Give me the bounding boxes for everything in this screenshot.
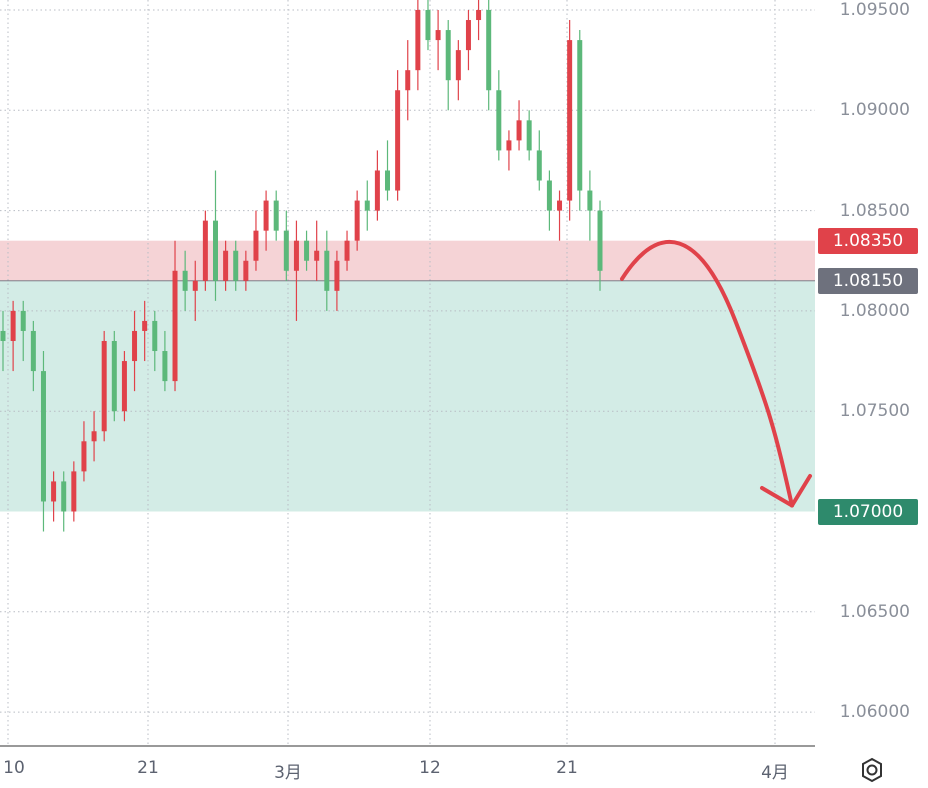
candle-body xyxy=(516,120,522,141)
candle-body xyxy=(182,270,188,291)
candle-body xyxy=(111,340,117,412)
y-tick-label: 1.06500 xyxy=(839,601,910,622)
candle-body xyxy=(20,310,26,331)
candle-body xyxy=(395,90,401,191)
y-tick-label: 1.06000 xyxy=(839,702,910,723)
candle-body xyxy=(526,120,532,151)
zone-target xyxy=(0,280,815,512)
x-tick-label: 4月 xyxy=(761,763,789,783)
candle-body xyxy=(364,200,370,211)
candle-body xyxy=(486,10,492,91)
candle-body xyxy=(465,20,471,51)
candle-body xyxy=(506,140,512,151)
candle-body xyxy=(61,481,67,512)
candle-body xyxy=(496,90,502,151)
zone-resistance xyxy=(0,240,815,281)
candle-body xyxy=(91,431,97,442)
candle-body xyxy=(283,230,289,271)
candle-body xyxy=(81,441,87,472)
y-tick-label: 1.09000 xyxy=(839,100,910,121)
candle-body xyxy=(263,200,269,231)
x-tick-label: 21 xyxy=(137,758,159,778)
candle-body xyxy=(212,220,218,281)
candle-body xyxy=(546,180,552,211)
candle-body xyxy=(293,240,299,271)
y-tick-label: 1.08000 xyxy=(839,300,910,321)
settings-icon[interactable] xyxy=(858,756,886,784)
candle-body xyxy=(415,10,421,71)
forecast-arrow-head xyxy=(760,474,812,508)
candle-body xyxy=(425,10,431,41)
candle-body xyxy=(10,310,16,341)
candle-body xyxy=(192,280,198,291)
x-tick-label: 10 xyxy=(3,758,25,778)
candle-body xyxy=(455,50,461,81)
candle-body xyxy=(577,40,583,191)
candle-body xyxy=(101,340,107,432)
candle-body xyxy=(324,250,330,291)
candle-body xyxy=(30,330,36,372)
candle-body xyxy=(597,210,603,271)
price-label: 1.08350 xyxy=(818,227,918,254)
x-tick-label: 12 xyxy=(419,758,441,778)
y-tick-label: 1.09500 xyxy=(839,0,910,20)
candle-body xyxy=(152,320,158,352)
candle-body xyxy=(202,220,208,281)
price-label: 1.08150 xyxy=(818,267,918,294)
candle-body xyxy=(334,260,340,291)
candle-body xyxy=(233,250,239,281)
candle-body xyxy=(243,260,249,281)
candle-body xyxy=(374,170,380,211)
y-tick-label: 1.07500 xyxy=(839,401,910,422)
candle-body xyxy=(71,471,77,512)
candle-body xyxy=(304,240,310,261)
x-tick-label: 3月 xyxy=(274,763,302,783)
candle-body xyxy=(344,240,350,261)
candle-body xyxy=(273,200,279,231)
candle-body xyxy=(354,200,360,241)
candle-body xyxy=(40,371,46,502)
y-tick-label: 1.08500 xyxy=(839,200,910,221)
candle-body xyxy=(121,361,127,412)
candle-body xyxy=(557,200,563,211)
x-tick-label: 21 xyxy=(556,758,578,778)
candle-body xyxy=(445,30,451,81)
candle-body xyxy=(567,40,573,201)
candle-body xyxy=(51,481,57,502)
candle-body xyxy=(405,70,411,91)
candle-body xyxy=(0,330,6,341)
price-label: 1.07000 xyxy=(818,498,918,525)
candle-body xyxy=(142,320,148,331)
candle-body xyxy=(435,30,441,41)
candle-body xyxy=(223,250,229,281)
candle-body xyxy=(132,330,138,362)
candle-body xyxy=(587,190,593,211)
candle-body xyxy=(253,230,259,261)
candle-body xyxy=(385,170,391,191)
candle-body xyxy=(162,351,168,382)
candle-body xyxy=(536,150,542,181)
forecast-arrow xyxy=(620,239,794,508)
candle-body xyxy=(476,10,482,21)
candle-body xyxy=(172,270,178,382)
candle-body xyxy=(314,250,320,261)
